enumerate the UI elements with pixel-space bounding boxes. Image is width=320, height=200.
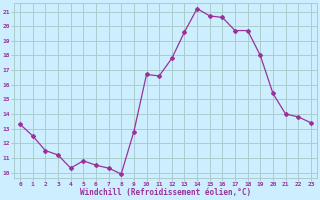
- X-axis label: Windchill (Refroidissement éolien,°C): Windchill (Refroidissement éolien,°C): [80, 188, 251, 197]
